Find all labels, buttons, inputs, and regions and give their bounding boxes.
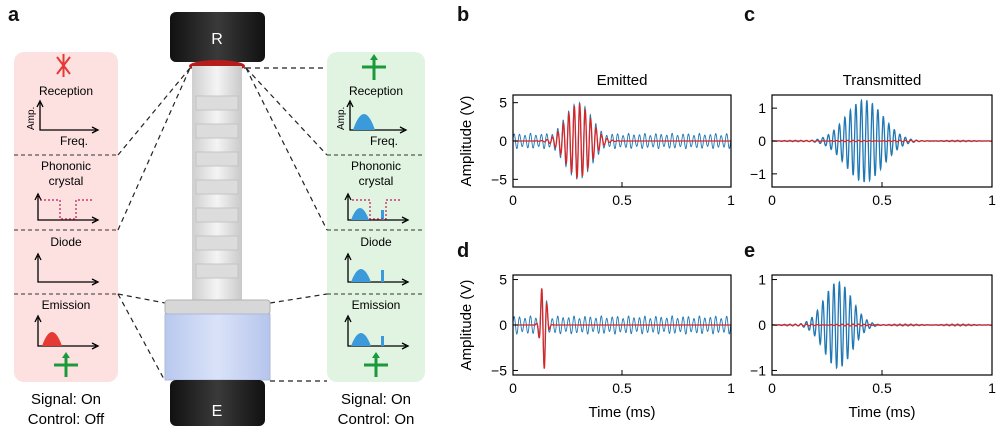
chart-b-title: Emitted bbox=[597, 72, 648, 89]
chart-d-xtick-label-1: 0.5 bbox=[612, 380, 632, 396]
right-reception-axes bbox=[346, 99, 408, 134]
panel-label-d: d bbox=[457, 240, 470, 262]
left-freq-label: Freq. bbox=[60, 134, 88, 148]
right-pc-label-2: crystal bbox=[359, 174, 394, 188]
chart-e-ytick-label-0: −1 bbox=[750, 362, 766, 378]
chart-c-xtick-label-1: 0.5 bbox=[872, 192, 892, 208]
chart-c-series-1 bbox=[772, 139, 993, 143]
right-plus-icon-top bbox=[362, 58, 386, 80]
left-diode-label: Diode bbox=[50, 235, 82, 249]
left-pc-bandgap bbox=[40, 199, 92, 220]
chart-d-series-1 bbox=[513, 288, 731, 369]
chart-d-ytick-label-1: 0 bbox=[499, 317, 507, 333]
left-emission-label: Emission bbox=[42, 298, 91, 312]
left-plus-icon bbox=[54, 356, 78, 377]
right-panel-bg bbox=[327, 52, 425, 382]
left-plus-arrow bbox=[62, 352, 70, 358]
chart-d-xlabel: Time (ms) bbox=[589, 404, 656, 421]
chart-b-xtick-label-0: 0 bbox=[509, 192, 517, 208]
water-chamber bbox=[164, 313, 271, 381]
right-amp-label: Amp. bbox=[336, 107, 347, 130]
right-emission-harmonic bbox=[381, 336, 384, 346]
right-freq-label: Freq. bbox=[370, 134, 398, 148]
chart-c-xtick-label-0: 0 bbox=[768, 192, 776, 208]
chart-c-title: Transmitted bbox=[843, 72, 922, 89]
right-plus-icon-bottom bbox=[364, 356, 388, 377]
chart-d-ylabel: Amplitude (V) bbox=[458, 280, 475, 371]
top-cap-label: R bbox=[211, 31, 223, 48]
right-emission-label: Emission bbox=[352, 298, 401, 312]
chart-d-ytick-label-0: −5 bbox=[491, 362, 507, 378]
left-reception-axes bbox=[36, 99, 100, 134]
tube-segments bbox=[195, 95, 239, 279]
right-diode-peak bbox=[351, 269, 371, 282]
right-pc-peak bbox=[351, 208, 369, 220]
right-emission-axes bbox=[344, 314, 410, 350]
chart-e-xtick-label-0: 0 bbox=[768, 380, 776, 396]
right-status-signal: Signal: On bbox=[341, 391, 411, 408]
chart-e-xtick-label-1: 0.5 bbox=[872, 380, 892, 396]
bottom-cap bbox=[170, 380, 265, 426]
diode-housing bbox=[164, 299, 271, 315]
left-emission-axes bbox=[34, 314, 100, 350]
panel-label-c: c bbox=[744, 4, 756, 26]
chart-c-ytick-label-1: 0 bbox=[758, 133, 766, 149]
right-diode-label: Diode bbox=[360, 235, 392, 249]
chart-e-xtick-label-2: 1 bbox=[988, 380, 996, 396]
top-cap bbox=[170, 12, 265, 62]
right-reception-peak bbox=[353, 114, 375, 130]
cross-icon bbox=[56, 54, 71, 77]
chart-d-ytick-label-2: 5 bbox=[499, 272, 507, 288]
left-status-control: Control: Off bbox=[28, 411, 105, 428]
right-plus-arrow-bottom bbox=[372, 352, 380, 358]
chart-b-ytick-label-2: 5 bbox=[499, 95, 507, 111]
chart-b-xtick-label-1: 0.5 bbox=[612, 192, 632, 208]
chart-b-ytick-label-1: 0 bbox=[499, 133, 507, 149]
chart-b-ytick-label-0: −5 bbox=[491, 171, 507, 187]
right-pc-axes bbox=[344, 192, 410, 224]
chart-e-xlabel: Time (ms) bbox=[849, 404, 916, 421]
panel-label-b: b bbox=[457, 4, 470, 26]
chart-d-xtick-label-0: 0 bbox=[509, 380, 517, 396]
left-status-signal: Signal: On bbox=[31, 391, 101, 408]
chart-c-ytick-label-0: −1 bbox=[750, 166, 766, 182]
left-pc-axes bbox=[34, 192, 100, 224]
chart-e-series-1 bbox=[772, 323, 993, 327]
left-diode-axes bbox=[34, 252, 100, 286]
chart-b-ylabel: Amplitude (V) bbox=[458, 96, 475, 187]
chart-b-series-0 bbox=[512, 101, 732, 180]
chart-b-xtick-label-2: 1 bbox=[727, 192, 735, 208]
right-pc-bandgap bbox=[352, 199, 402, 220]
chart-d-series-0 bbox=[512, 290, 732, 367]
chart-e-ytick-label-1: 0 bbox=[758, 317, 766, 333]
chart-e-ytick-label-2: 1 bbox=[758, 272, 766, 288]
diagram-panel-a: Reception Amp. Freq. Phononic crystal Di… bbox=[14, 12, 425, 428]
right-pc-harmonic bbox=[381, 210, 384, 220]
chart-c-ytick-label-2: 1 bbox=[758, 100, 766, 116]
left-emission-peak bbox=[42, 332, 62, 346]
right-pc-label-1: Phononic bbox=[351, 159, 401, 173]
right-reception-label: Reception bbox=[349, 84, 403, 98]
panel-label-a: a bbox=[8, 4, 20, 26]
right-emission-peak bbox=[351, 333, 371, 346]
left-panel-bg bbox=[14, 52, 118, 382]
right-plus-arrow-top bbox=[370, 54, 378, 60]
panel-label-e: e bbox=[744, 240, 756, 262]
chart-c-xtick-label-2: 1 bbox=[988, 192, 996, 208]
chart-b-series-1 bbox=[513, 103, 731, 179]
chart-d-xtick-label-2: 1 bbox=[727, 380, 735, 396]
left-pc-label-2: crystal bbox=[49, 174, 84, 188]
right-diode-harmonic bbox=[381, 270, 384, 282]
connector-lines bbox=[117, 67, 328, 382]
right-status-control: Control: On bbox=[338, 411, 415, 428]
left-amp-label: Amp. bbox=[26, 107, 37, 130]
bottom-cap-label: E bbox=[212, 403, 223, 420]
left-reception-label: Reception bbox=[39, 84, 93, 98]
right-diode-axes bbox=[344, 252, 410, 286]
left-pc-label-1: Phononic bbox=[41, 159, 91, 173]
